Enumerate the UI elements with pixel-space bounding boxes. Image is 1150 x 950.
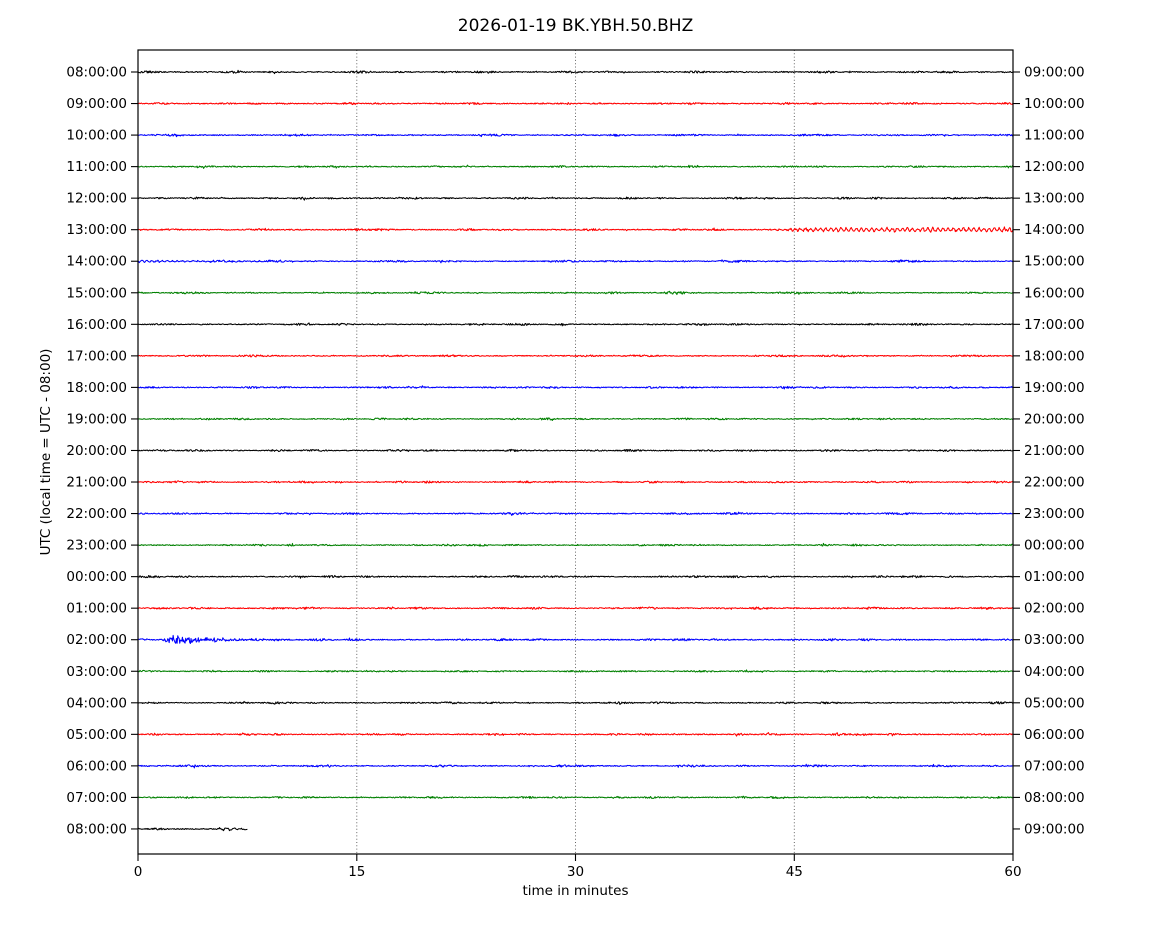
y-tick-label-left-19: 03:00:00 bbox=[66, 664, 127, 680]
trace-row-7-15:00:00 bbox=[137, 290, 1014, 296]
y-tick-label-left-16: 00:00:00 bbox=[66, 569, 127, 585]
y-tick-label-right-5: 14:00:00 bbox=[1024, 222, 1085, 238]
plot-title: 2026-01-19 BK.YBH.50.BHZ bbox=[457, 16, 694, 36]
y-tick-label-left-8: 16:00:00 bbox=[66, 317, 127, 333]
trace-row-9-17:00:00 bbox=[137, 354, 1014, 358]
y-tick-label-right-10: 19:00:00 bbox=[1024, 380, 1085, 396]
y-tick-label-right-17: 02:00:00 bbox=[1024, 601, 1085, 617]
y-tick-label-left-3: 11:00:00 bbox=[66, 159, 127, 175]
x-tick-label-15: 15 bbox=[348, 864, 365, 880]
trace-row-21-05:00:00 bbox=[137, 732, 1014, 737]
y-tick-label-left-14: 22:00:00 bbox=[66, 506, 127, 522]
y-tick-label-left-17: 01:00:00 bbox=[66, 601, 127, 617]
y-tick-label-right-14: 23:00:00 bbox=[1024, 506, 1085, 522]
trace-row-13-21:00:00 bbox=[137, 480, 1014, 484]
trace-row-5-13:00:00 bbox=[137, 226, 1014, 233]
y-tick-label-right-0: 09:00:00 bbox=[1024, 65, 1085, 81]
y-tick-label-left-5: 13:00:00 bbox=[66, 222, 127, 238]
x-tick-label-60: 60 bbox=[1004, 864, 1021, 880]
y-tick-label-right-18: 03:00:00 bbox=[1024, 632, 1085, 648]
y-tick-label-left-11: 19:00:00 bbox=[66, 411, 127, 427]
trace-row-8-16:00:00 bbox=[137, 322, 1014, 327]
trace-row-4-12:00:00 bbox=[137, 196, 1014, 201]
trace-row-19-03:00:00 bbox=[137, 669, 1014, 673]
y-tick-label-left-6: 14:00:00 bbox=[66, 254, 127, 270]
y-tick-label-left-9: 17:00:00 bbox=[66, 348, 127, 364]
trace-row-16-00:00:00 bbox=[137, 574, 1014, 579]
y-tick-label-left-23: 07:00:00 bbox=[66, 790, 127, 806]
x-tick-label-45: 45 bbox=[786, 864, 803, 880]
y-tick-label-left-18: 02:00:00 bbox=[66, 632, 127, 648]
trace-row-1-09:00:00 bbox=[137, 101, 1014, 106]
x-tick-label-30: 30 bbox=[567, 864, 584, 880]
y-tick-label-left-15: 23:00:00 bbox=[66, 538, 127, 554]
y-tick-label-right-11: 20:00:00 bbox=[1024, 411, 1085, 427]
y-tick-label-right-12: 21:00:00 bbox=[1024, 443, 1085, 459]
y-tick-label-right-19: 04:00:00 bbox=[1024, 664, 1085, 680]
y-tick-label-right-9: 18:00:00 bbox=[1024, 348, 1085, 364]
y-axis-label: UTC (local time = UTC - 08:00) bbox=[38, 348, 54, 556]
y-tick-label-left-22: 06:00:00 bbox=[66, 758, 127, 774]
y-tick-label-right-2: 11:00:00 bbox=[1024, 128, 1085, 144]
trace-row-12-20:00:00 bbox=[137, 448, 1014, 453]
y-tick-label-right-1: 10:00:00 bbox=[1024, 96, 1085, 112]
y-tick-label-right-13: 22:00:00 bbox=[1024, 475, 1085, 491]
trace-row-15-23:00:00 bbox=[137, 542, 1014, 547]
y-tick-label-left-1: 09:00:00 bbox=[66, 96, 127, 112]
trace-row-3-11:00:00 bbox=[137, 164, 1014, 169]
y-tick-label-left-0: 08:00:00 bbox=[66, 65, 127, 81]
trace-row-17-01:00:00 bbox=[137, 606, 1014, 610]
y-tick-label-right-16: 01:00:00 bbox=[1024, 569, 1085, 585]
trace-row-11-19:00:00 bbox=[137, 417, 1014, 422]
y-tick-label-right-7: 16:00:00 bbox=[1024, 285, 1085, 301]
y-tick-label-right-22: 07:00:00 bbox=[1024, 758, 1085, 774]
trace-row-2-10:00:00 bbox=[137, 133, 1014, 138]
y-tick-label-right-8: 17:00:00 bbox=[1024, 317, 1085, 333]
y-tick-label-right-4: 13:00:00 bbox=[1024, 191, 1085, 207]
y-tick-label-right-24: 09:00:00 bbox=[1024, 821, 1085, 837]
y-tick-label-left-2: 10:00:00 bbox=[66, 128, 127, 144]
y-tick-label-left-7: 15:00:00 bbox=[66, 285, 127, 301]
y-tick-label-right-15: 00:00:00 bbox=[1024, 538, 1085, 554]
y-tick-label-right-20: 05:00:00 bbox=[1024, 695, 1085, 711]
y-tick-label-left-4: 12:00:00 bbox=[66, 191, 127, 207]
y-tick-label-left-20: 04:00:00 bbox=[66, 695, 127, 711]
trace-row-6-14:00:00 bbox=[137, 259, 1014, 264]
y-tick-label-left-10: 18:00:00 bbox=[66, 380, 127, 396]
trace-row-18-02:00:00 bbox=[137, 634, 1014, 645]
trace-row-24-08:00:00 bbox=[137, 827, 248, 832]
x-axis-label: time in minutes bbox=[522, 883, 629, 899]
y-tick-label-left-24: 08:00:00 bbox=[66, 821, 127, 837]
y-tick-label-right-3: 12:00:00 bbox=[1024, 159, 1085, 175]
trace-row-10-18:00:00 bbox=[137, 385, 1014, 390]
trace-row-0-08:00:00 bbox=[137, 69, 1014, 75]
y-tick-label-right-6: 15:00:00 bbox=[1024, 254, 1085, 270]
y-tick-label-right-21: 06:00:00 bbox=[1024, 727, 1085, 743]
trace-row-23-07:00:00 bbox=[137, 795, 1014, 800]
trace-row-22-06:00:00 bbox=[137, 763, 1014, 769]
trace-row-14-22:00:00 bbox=[137, 511, 1014, 516]
y-tick-label-left-12: 20:00:00 bbox=[66, 443, 127, 459]
y-tick-label-left-21: 05:00:00 bbox=[66, 727, 127, 743]
trace-row-20-04:00:00 bbox=[137, 700, 1014, 705]
y-tick-label-right-23: 08:00:00 bbox=[1024, 790, 1085, 806]
y-tick-label-left-13: 21:00:00 bbox=[66, 475, 127, 491]
x-tick-label-0: 0 bbox=[134, 864, 143, 880]
